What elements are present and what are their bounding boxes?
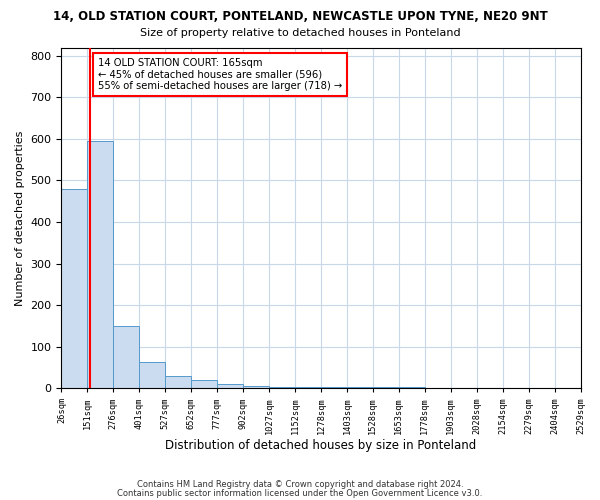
Bar <box>269 386 295 388</box>
X-axis label: Distribution of detached houses by size in Ponteland: Distribution of detached houses by size … <box>166 440 476 452</box>
Text: Contains public sector information licensed under the Open Government Licence v3: Contains public sector information licen… <box>118 489 482 498</box>
Y-axis label: Number of detached properties: Number of detached properties <box>15 130 25 306</box>
Bar <box>217 384 243 388</box>
Bar <box>191 380 217 388</box>
Text: Contains HM Land Registry data © Crown copyright and database right 2024.: Contains HM Land Registry data © Crown c… <box>137 480 463 489</box>
Bar <box>166 376 191 388</box>
Text: Size of property relative to detached houses in Ponteland: Size of property relative to detached ho… <box>140 28 460 38</box>
Text: 14, OLD STATION COURT, PONTELAND, NEWCASTLE UPON TYNE, NE20 9NT: 14, OLD STATION COURT, PONTELAND, NEWCAS… <box>53 10 547 23</box>
Bar <box>243 386 269 388</box>
Bar <box>321 387 347 388</box>
Bar <box>88 141 113 388</box>
Bar <box>295 387 321 388</box>
Bar <box>61 189 88 388</box>
Text: 14 OLD STATION COURT: 165sqm
← 45% of detached houses are smaller (596)
55% of s: 14 OLD STATION COURT: 165sqm ← 45% of de… <box>98 58 342 91</box>
Bar <box>113 326 139 388</box>
Bar <box>139 362 166 388</box>
